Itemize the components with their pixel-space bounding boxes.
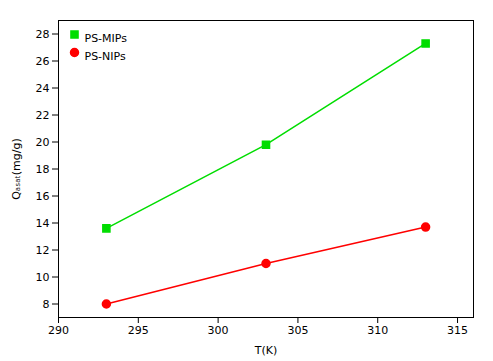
svg-text:310: 310: [367, 324, 388, 337]
svg-text:290: 290: [48, 324, 69, 337]
svg-text:12: 12: [36, 244, 50, 257]
svg-text:PS-NIPs: PS-NIPs: [85, 50, 126, 63]
svg-text:16: 16: [36, 190, 50, 203]
svg-text:295: 295: [128, 324, 149, 337]
svg-text:Qₐₛₐₜ(mg/g): Qₐₛₐₜ(mg/g): [10, 138, 23, 200]
svg-text:PS-MIPs: PS-MIPs: [85, 32, 128, 45]
svg-text:300: 300: [208, 324, 229, 337]
svg-text:28: 28: [36, 28, 50, 41]
svg-text:10: 10: [36, 271, 50, 284]
svg-text:305: 305: [287, 324, 308, 337]
svg-text:18: 18: [36, 163, 50, 176]
svg-text:315: 315: [447, 324, 468, 337]
svg-text:T(K): T(K): [254, 344, 278, 357]
svg-text:20: 20: [36, 136, 50, 149]
svg-text:14: 14: [36, 217, 50, 230]
svg-text:26: 26: [36, 55, 50, 68]
svg-text:24: 24: [36, 82, 50, 95]
svg-text:8: 8: [43, 298, 50, 311]
svg-text:22: 22: [36, 109, 50, 122]
